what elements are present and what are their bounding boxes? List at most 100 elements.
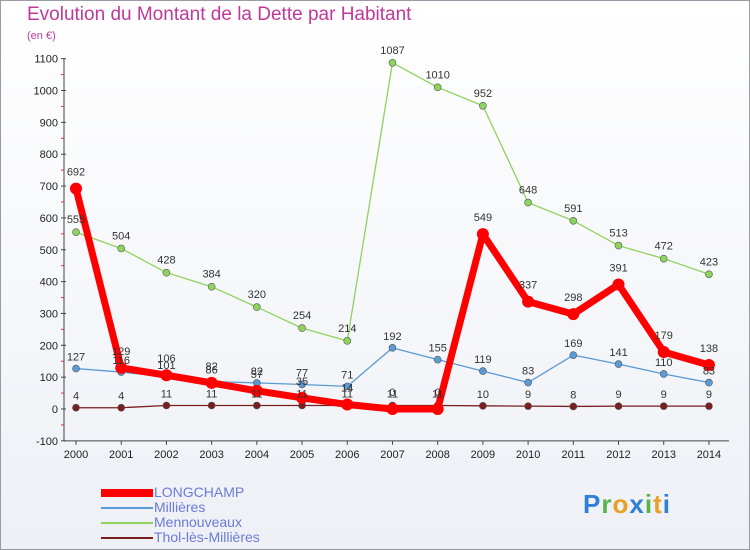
data-label: 77 (296, 367, 308, 379)
data-label: 648 (519, 185, 537, 197)
y-tick-label: 1100 (34, 54, 58, 66)
data-point (614, 402, 623, 410)
series-line-2 (75, 62, 710, 342)
x-tick-label: 2009 (471, 449, 495, 461)
data-point (250, 384, 263, 397)
logo-letter: x (629, 489, 645, 519)
x-tick-label: 2002 (154, 449, 178, 461)
data-point (479, 367, 487, 375)
data-point (476, 228, 489, 241)
data-point (524, 198, 532, 207)
x-tick-label: 2000 (64, 449, 88, 461)
data-point (296, 391, 309, 404)
data-label: 169 (564, 338, 582, 350)
data-point (162, 401, 171, 410)
data-point (479, 402, 487, 410)
data-label: 1087 (380, 45, 404, 57)
data-label: 9 (615, 389, 621, 401)
data-point (705, 378, 713, 387)
x-tick-label: 2014 (697, 449, 721, 461)
data-point (253, 303, 261, 311)
data-label: 692 (67, 167, 85, 179)
logo-letter: i (662, 489, 671, 519)
data-point (479, 101, 487, 110)
chart-title: Evolution du Montant de la Dette par Hab… (27, 4, 412, 25)
data-point (162, 268, 171, 277)
data-label: 138 (700, 343, 718, 355)
data-label: 428 (157, 255, 175, 267)
data-point (117, 244, 126, 253)
data-point (160, 369, 173, 382)
data-label: 14 (341, 383, 353, 395)
y-tick-label: 900 (40, 117, 58, 129)
logo-letter: o (612, 489, 630, 519)
data-label: 11 (387, 388, 398, 400)
logo-letter: P (583, 489, 602, 519)
data-label: 10 (477, 389, 489, 401)
data-label: 0 (435, 387, 441, 399)
data-label: 11 (342, 388, 353, 400)
data-label: 82 (251, 366, 263, 378)
data-point (72, 228, 80, 237)
data-label: 106 (157, 353, 175, 365)
data-point (569, 216, 578, 225)
data-point (117, 403, 126, 412)
x-tick-label: 2011 (561, 449, 585, 461)
data-label: 4 (73, 391, 79, 403)
data-point (298, 324, 306, 332)
data-point (431, 403, 444, 415)
data-point (433, 355, 442, 364)
proxiti-logo: Proxiti (583, 489, 671, 520)
data-label: 141 (609, 347, 627, 359)
data-point (657, 345, 670, 358)
y-tick-label: 300 (40, 308, 58, 320)
logo-letter: i (644, 489, 654, 519)
data-label: 11 (161, 388, 172, 400)
data-point (341, 398, 354, 411)
data-point (705, 270, 713, 279)
data-label: 591 (564, 203, 582, 215)
data-label: 83 (522, 366, 534, 378)
data-point (705, 402, 713, 410)
data-label: 11 (432, 388, 443, 400)
y-tick-label: -100 (36, 436, 58, 448)
y-tick-label: 600 (40, 213, 58, 225)
data-label: 8 (570, 389, 576, 401)
y-tick-label: 200 (40, 340, 58, 352)
legend-label: LONGCHAMP (154, 484, 245, 500)
data-point (524, 402, 532, 410)
logo-letter: t (653, 489, 663, 519)
data-label: 9 (525, 389, 531, 401)
data-label: 423 (700, 256, 718, 268)
data-label: 337 (519, 280, 537, 292)
data-label: 11 (251, 388, 262, 400)
data-label: 513 (609, 228, 627, 240)
data-label: 254 (293, 310, 311, 322)
data-point (614, 360, 623, 368)
data-label: 549 (474, 212, 492, 224)
data-label: 71 (341, 369, 353, 381)
legend-swatch (101, 537, 153, 539)
x-tick-label: 2013 (651, 449, 675, 461)
logo-letter: r (601, 489, 613, 519)
y-tick-label: 800 (40, 149, 58, 161)
data-label: 504 (112, 230, 130, 242)
x-tick-label: 2005 (290, 449, 314, 461)
data-label: 57 (251, 369, 263, 381)
legend-label: Millières (154, 499, 206, 515)
data-label: 83 (703, 366, 715, 378)
y-tick-label: 400 (40, 277, 58, 289)
data-point (612, 278, 625, 291)
data-label: 129 (112, 346, 130, 358)
data-point (433, 83, 442, 92)
data-label: 11 (296, 388, 307, 400)
data-label: 35 (296, 376, 308, 388)
y-tick-label: 700 (40, 181, 58, 193)
data-point (659, 402, 668, 410)
x-tick-label: 2003 (199, 449, 223, 461)
data-point (522, 295, 535, 308)
data-label: 472 (655, 241, 673, 253)
data-point (253, 401, 261, 410)
data-point (72, 403, 80, 412)
